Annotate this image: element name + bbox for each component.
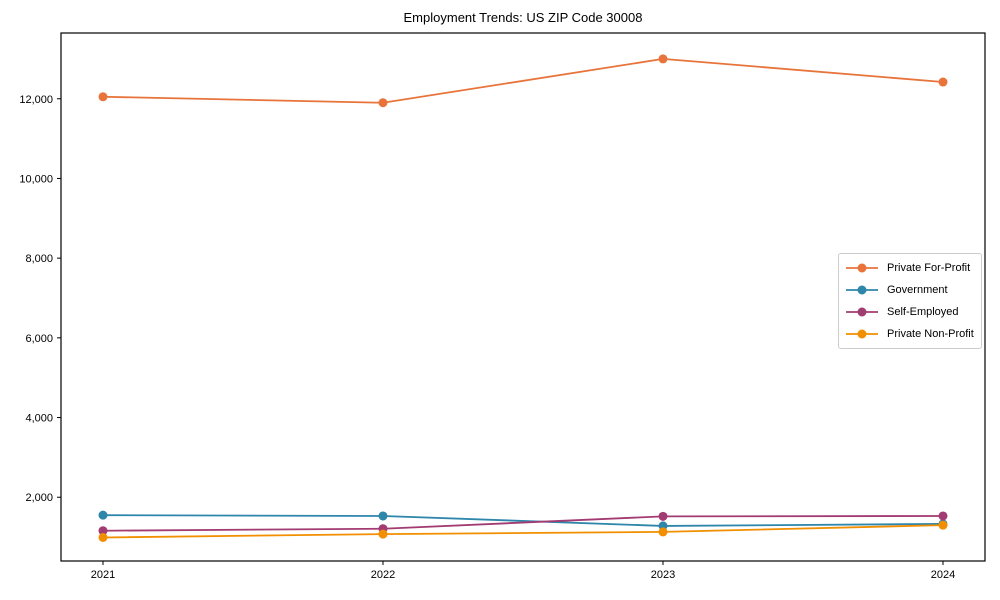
- y-axis-tick-label: 2,000: [25, 492, 53, 504]
- series-line: [102, 514, 944, 527]
- series-marker: [98, 526, 108, 536]
- legend: Private For-Profit Government Self-Emplo…: [838, 253, 982, 349]
- legend-marker-icon: [846, 307, 878, 317]
- series-marker: [658, 527, 668, 537]
- series-marker: [658, 54, 668, 64]
- legend-marker-icon: [846, 263, 878, 273]
- series-marker: [658, 511, 668, 521]
- legend-item: Government: [845, 280, 975, 299]
- legend-label: Private Non-Profit: [887, 328, 974, 341]
- y-axis-tick-label: 8,000: [25, 253, 53, 265]
- series-marker: [98, 510, 108, 520]
- series-line: [102, 57, 944, 104]
- series-marker: [938, 511, 948, 521]
- series-marker: [378, 511, 388, 521]
- series-marker: [378, 529, 388, 539]
- series-marker: [378, 98, 388, 108]
- legend-label: Government: [887, 283, 948, 296]
- series-marker: [938, 520, 948, 530]
- y-axis-tick-label: 10,000: [19, 173, 53, 185]
- y-axis-tick-label: 12,000: [19, 94, 53, 106]
- series-line: [102, 524, 944, 539]
- legend-item: Self-Employed: [845, 303, 975, 322]
- legend-marker-icon: [846, 285, 878, 295]
- x-axis-tick-label: 2023: [651, 569, 675, 581]
- series-marker: [98, 92, 108, 102]
- legend-item: Private For-Profit: [845, 258, 975, 277]
- series-marker: [938, 77, 948, 87]
- chart-title: Employment Trends: US ZIP Code 30008: [403, 10, 643, 25]
- axes-frame: [60, 32, 986, 562]
- legend-item: Private Non-Profit: [845, 325, 975, 344]
- x-axis-tick-label: 2021: [91, 569, 115, 581]
- legend-marker-icon: [846, 329, 878, 339]
- y-axis-tick-label: 4,000: [25, 413, 53, 425]
- legend-label: Self-Employed: [887, 306, 959, 319]
- x-axis-tick-label: 2022: [371, 569, 395, 581]
- series-marker: [98, 532, 108, 542]
- y-axis-tick-label: 6,000: [25, 333, 53, 345]
- legend-label: Private For-Profit: [887, 261, 971, 274]
- series-line: [102, 515, 944, 532]
- x-axis-tick-label: 2024: [931, 569, 955, 581]
